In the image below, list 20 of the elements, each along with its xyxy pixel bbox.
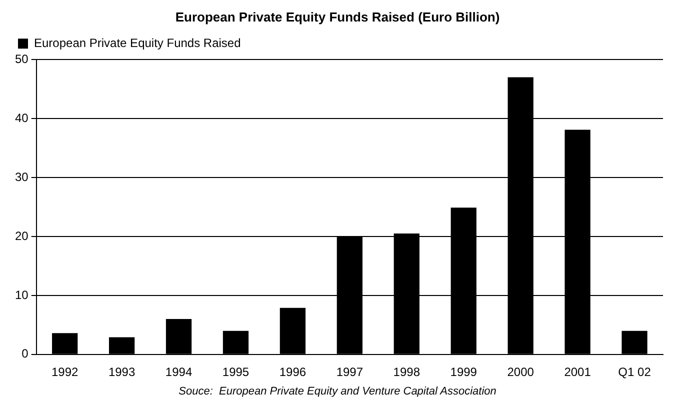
x-tick-label: 2001 bbox=[564, 364, 592, 379]
x-tick-label: 1996 bbox=[279, 364, 306, 379]
x-tick-label: Q1 02 bbox=[618, 364, 652, 379]
x-tick-label: 1994 bbox=[165, 364, 192, 379]
y-tick-label: 30 bbox=[14, 170, 29, 184]
y-tick-label: 0 bbox=[22, 346, 29, 361]
chart-title: European Private Equity Funds Raised (Euro Billion) bbox=[175, 9, 500, 24]
x-tick-label: 1995 bbox=[222, 364, 250, 379]
x-tick-label: 1998 bbox=[393, 364, 420, 379]
legend-label: European Private Equity Funds Raised bbox=[34, 36, 241, 50]
x-tick-label: 1999 bbox=[450, 364, 478, 379]
x-tick-label: 1993 bbox=[108, 364, 136, 379]
x-tick-label: 1992 bbox=[51, 364, 78, 379]
y-tick-label: 40 bbox=[14, 110, 29, 125]
y-tick-label: 50 bbox=[14, 52, 29, 66]
y-tick-label: 20 bbox=[14, 228, 29, 243]
x-tick-label: 1997 bbox=[336, 364, 364, 379]
text: Souce: European Private Equity and Venture Capital Association bbox=[178, 385, 496, 398]
x-tick-label: 2000 bbox=[507, 364, 534, 379]
y-tick-label: 10 bbox=[14, 288, 29, 302]
